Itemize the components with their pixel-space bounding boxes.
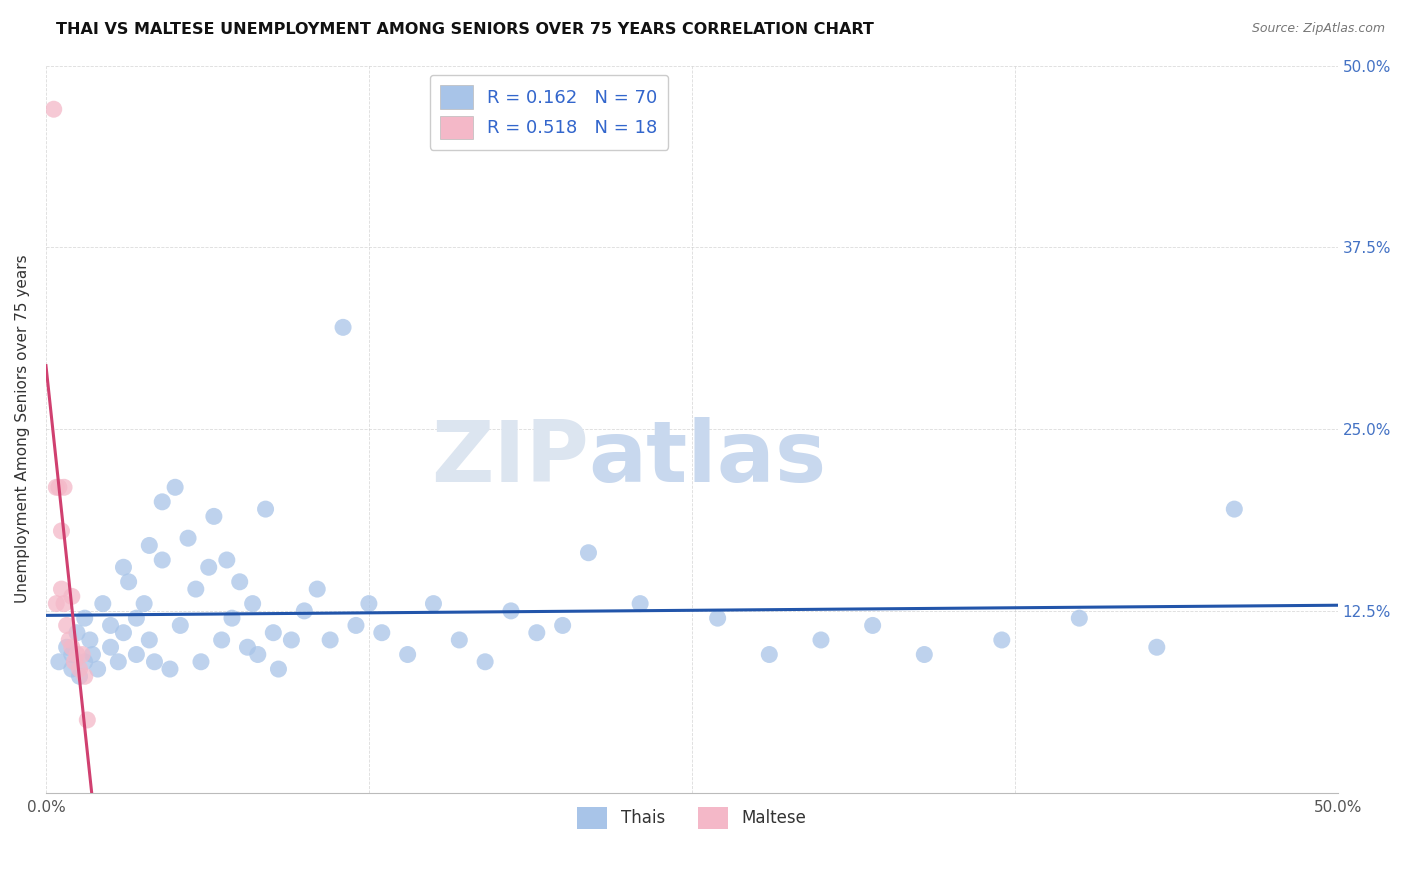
Point <box>51 582 73 596</box>
Point <box>70 648 93 662</box>
Point <box>60 640 83 655</box>
Text: ZIP: ZIP <box>430 417 589 500</box>
Point <box>474 655 496 669</box>
Legend: Thais, Maltese: Thais, Maltese <box>571 800 813 835</box>
Point <box>215 553 238 567</box>
Point <box>117 574 139 589</box>
Point <box>228 574 250 589</box>
Point <box>254 502 277 516</box>
Point <box>58 632 80 647</box>
Point <box>371 625 394 640</box>
Point <box>73 655 96 669</box>
Point <box>66 625 89 640</box>
Point <box>86 662 108 676</box>
Point <box>125 611 148 625</box>
Point <box>53 480 76 494</box>
Point <box>221 611 243 625</box>
Point <box>396 648 419 662</box>
Point <box>211 632 233 647</box>
Point <box>159 662 181 676</box>
Point <box>810 632 832 647</box>
Point <box>551 618 574 632</box>
Point <box>262 625 284 640</box>
Y-axis label: Unemployment Among Seniors over 75 years: Unemployment Among Seniors over 75 years <box>15 255 30 604</box>
Point <box>112 625 135 640</box>
Point <box>66 648 89 662</box>
Point <box>307 582 329 596</box>
Point <box>526 625 548 640</box>
Point <box>197 560 219 574</box>
Point <box>150 553 173 567</box>
Point <box>63 655 86 669</box>
Point <box>242 597 264 611</box>
Point <box>246 648 269 662</box>
Point <box>73 669 96 683</box>
Point <box>82 648 104 662</box>
Point <box>332 320 354 334</box>
Point <box>60 648 83 662</box>
Point <box>1223 502 1246 516</box>
Text: atlas: atlas <box>589 417 827 500</box>
Point <box>69 662 91 676</box>
Point <box>48 480 70 494</box>
Point <box>190 655 212 669</box>
Point <box>184 582 207 596</box>
Point <box>125 648 148 662</box>
Point <box>150 495 173 509</box>
Point <box>100 640 122 655</box>
Point <box>1069 611 1091 625</box>
Point <box>138 538 160 552</box>
Point <box>100 618 122 632</box>
Point <box>280 632 302 647</box>
Point <box>357 597 380 611</box>
Point <box>628 597 651 611</box>
Point <box>69 669 91 683</box>
Point <box>706 611 728 625</box>
Point <box>499 604 522 618</box>
Point <box>758 648 780 662</box>
Point <box>138 632 160 647</box>
Point <box>134 597 156 611</box>
Point <box>578 546 600 560</box>
Point <box>143 655 166 669</box>
Point <box>449 632 471 647</box>
Point <box>202 509 225 524</box>
Point <box>76 713 98 727</box>
Point <box>73 611 96 625</box>
Point <box>60 662 83 676</box>
Text: Source: ZipAtlas.com: Source: ZipAtlas.com <box>1251 22 1385 36</box>
Point <box>48 655 70 669</box>
Point <box>991 632 1014 647</box>
Point <box>319 632 342 647</box>
Point <box>236 640 259 655</box>
Point <box>169 618 191 632</box>
Point <box>42 102 65 116</box>
Point <box>55 640 77 655</box>
Point <box>79 632 101 647</box>
Point <box>1146 640 1168 655</box>
Point <box>45 480 67 494</box>
Point <box>112 560 135 574</box>
Point <box>165 480 187 494</box>
Point <box>344 618 367 632</box>
Point <box>45 597 67 611</box>
Point <box>107 655 129 669</box>
Point <box>422 597 444 611</box>
Point <box>177 531 200 545</box>
Point <box>51 524 73 538</box>
Point <box>53 597 76 611</box>
Point <box>60 590 83 604</box>
Point <box>55 618 77 632</box>
Point <box>292 604 315 618</box>
Text: THAI VS MALTESE UNEMPLOYMENT AMONG SENIORS OVER 75 YEARS CORRELATION CHART: THAI VS MALTESE UNEMPLOYMENT AMONG SENIO… <box>56 22 875 37</box>
Point <box>91 597 114 611</box>
Point <box>267 662 290 676</box>
Point <box>862 618 884 632</box>
Point <box>912 648 935 662</box>
